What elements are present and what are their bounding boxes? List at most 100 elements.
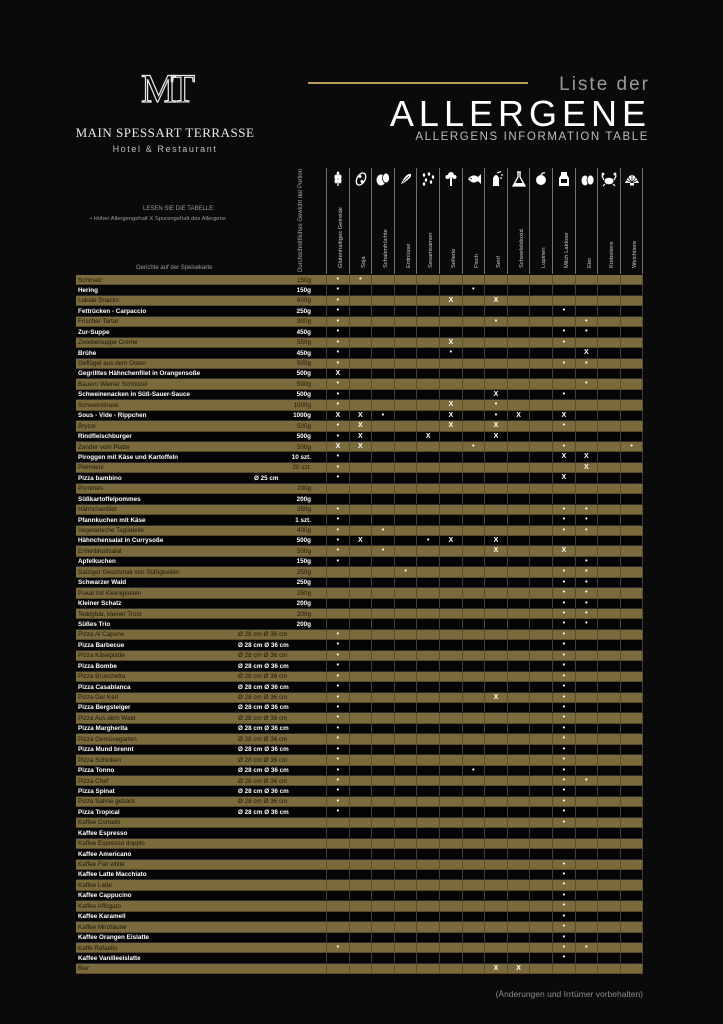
- allergen-cell: •: [326, 316, 349, 328]
- allergen-cell: [371, 963, 394, 975]
- allergen-cell: [393, 890, 417, 902]
- allergen-cell: [326, 859, 349, 870]
- allergen-cell: [371, 849, 394, 860]
- row-end-border: [642, 306, 644, 317]
- allergen-label-wrap: Sellerie: [440, 194, 462, 274]
- dish-weight: 250g: [296, 589, 311, 597]
- allergen-cell: •: [552, 807, 575, 818]
- allergen-cell: [416, 629, 439, 641]
- table-row: Pizza Barbecue Ø 28 cm Ø 36 cm • •: [76, 640, 644, 651]
- allergen-cell: [439, 932, 462, 943]
- allergen-label-wrap: Soja: [350, 194, 372, 274]
- dish-name: Gegrilltes Hähnchenfilet in Orangensoße: [78, 370, 201, 378]
- allergen-cell: [371, 786, 394, 797]
- allergen-cell: X: [439, 410, 462, 422]
- row-end-border: [642, 316, 644, 328]
- allergen-cell: [416, 932, 439, 943]
- allergen-cell: [506, 525, 530, 536]
- allergen-cell: [619, 734, 643, 745]
- allergen-cell: [461, 452, 485, 463]
- column-separator: [326, 168, 327, 274]
- allergen-cell: [597, 525, 620, 536]
- dish-name: Schwarzer Wald: [78, 579, 127, 587]
- allergen-cell: X: [439, 535, 462, 547]
- dish-name: Pizza Aus dem Wald: [78, 714, 136, 722]
- allergen-cell: [506, 567, 530, 578]
- allergen-cell: [506, 348, 530, 359]
- dish-size: Ø 28 cm Ø 36 cm: [238, 756, 288, 764]
- allergen-cell: [619, 619, 643, 630]
- allergen-cell: [348, 316, 372, 328]
- dish-name: Schweinenacken in Süß-Sauer-Sauce: [78, 391, 190, 399]
- dish-weight: 550g: [296, 339, 311, 347]
- allergen-cell: [393, 483, 417, 495]
- allergen-cell: [348, 859, 372, 870]
- allergen-cell: [597, 629, 620, 641]
- allergen-cell: [439, 462, 462, 474]
- dish-weight: 150g: [296, 276, 311, 284]
- allergen-cell: [529, 838, 552, 850]
- allergen-header: Erdnüsse: [395, 168, 418, 276]
- allergen-cell: [529, 723, 552, 735]
- allergen-cell: [619, 629, 643, 641]
- allergen-cell: [461, 473, 485, 484]
- allergen-cell: •: [461, 442, 485, 453]
- peanut-icon: [400, 173, 411, 184]
- table-row: Pokal mit Kleinigkeiten 250g • •: [76, 588, 644, 599]
- row-end-border: [642, 650, 644, 662]
- dish-weight: 250g: [296, 568, 311, 576]
- allergen-cell: [461, 807, 485, 818]
- table-row: Schwarzer Wald 250g • •: [76, 577, 644, 589]
- column-separator: [484, 168, 486, 274]
- allergen-cell: [393, 682, 417, 693]
- allergen-cell: [529, 880, 552, 891]
- allergen-cell: [348, 776, 372, 787]
- dish-name: Kaffee Espresso doppio: [78, 840, 145, 848]
- table-row: Pizza Tropical Ø 28 cm Ø 36 cm • •: [76, 807, 644, 818]
- column-separator: [642, 168, 644, 274]
- allergen-cell: [484, 494, 507, 505]
- allergen-cell: [461, 817, 485, 829]
- row-divider: [76, 430, 643, 432]
- allergen-cell: [439, 849, 462, 860]
- allergen-cell: [619, 483, 643, 495]
- allergen-cell: [371, 494, 394, 505]
- row-end-border: [642, 640, 644, 651]
- dish-name: Schmalz: [78, 276, 103, 284]
- allergen-cell: [574, 744, 598, 756]
- dish-name: Pizza Tropical: [78, 808, 120, 816]
- table-row: Entenbrustsalat 500g • • X X: [76, 546, 644, 557]
- celery-icon: [445, 172, 457, 186]
- row-divider: [76, 764, 643, 766]
- allergen-cell: [597, 786, 620, 797]
- allergen-cell: [574, 953, 598, 964]
- legend-title: LESEN SIE DIE TABELLE:: [143, 206, 215, 212]
- allergen-label-wrap: Fisch: [463, 194, 485, 274]
- allergen-cell: [348, 348, 372, 359]
- allergen-cell: •: [393, 567, 417, 578]
- allergen-label-wrap: Senf: [485, 194, 507, 274]
- dish-weight: 1000g: [293, 401, 311, 409]
- allergen-cell: [461, 483, 485, 495]
- allergen-cell: [439, 316, 462, 328]
- allergen-cell: •: [552, 786, 575, 797]
- row-divider: [76, 618, 643, 620]
- allergen-cell: •: [552, 713, 575, 724]
- allergen-cell: [484, 473, 507, 484]
- dish-weight: 20 szt.: [292, 464, 311, 472]
- row-divider: [76, 806, 643, 808]
- allergen-cell: [552, 838, 575, 850]
- allergen-cell: [439, 692, 462, 703]
- allergen-cell: [461, 869, 485, 881]
- row-end-border: [642, 368, 644, 380]
- table-row: Hähnchenfilet 350g • • •: [76, 504, 644, 516]
- allergen-cell: [529, 922, 552, 933]
- allergen-cell: X: [348, 410, 372, 422]
- allergen-cell: [574, 473, 598, 484]
- allergen-cell: [619, 431, 643, 442]
- allergen-cell: [619, 765, 643, 776]
- allergen-cell: [371, 859, 394, 870]
- allergen-header: Glutenhaltiges Getreide: [327, 168, 350, 276]
- allergen-cell: •: [552, 734, 575, 745]
- allergen-cell: [393, 796, 417, 808]
